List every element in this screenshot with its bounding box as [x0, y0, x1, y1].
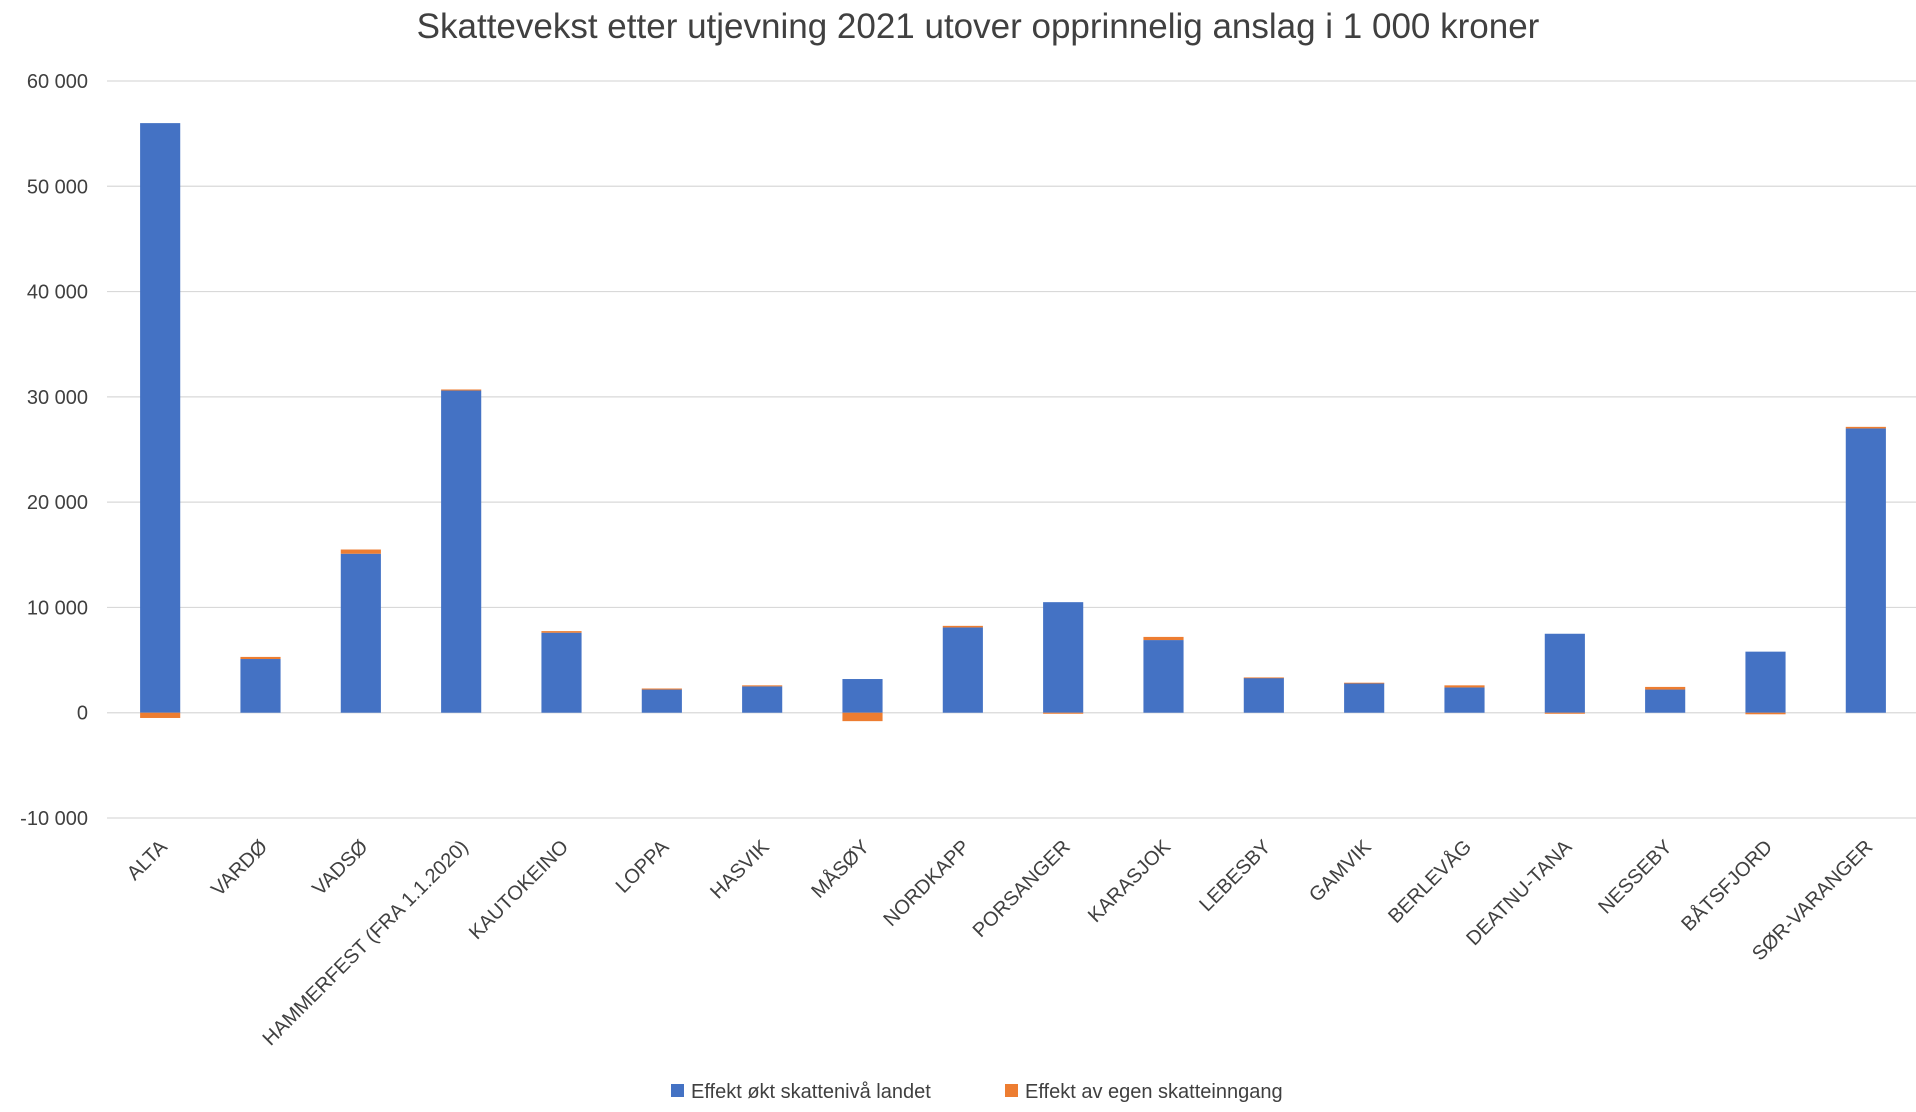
bar-egen-11 [1243, 677, 1284, 679]
y-tick-label: -10 000 [20, 808, 88, 830]
bar-landet-7 [842, 679, 883, 713]
x-tick-label: DEATNU-TANA [1462, 836, 1576, 950]
bar-landet-6 [742, 686, 783, 713]
x-tick-label: HASVIK [706, 836, 774, 904]
bar-egen-14 [1544, 712, 1585, 714]
bar-landet-5 [641, 689, 682, 713]
bar-landet-3 [441, 390, 482, 713]
bar-egen-0 [140, 712, 181, 718]
legend: Effekt økt skattenivå landet Effekt av eg… [671, 1081, 1283, 1103]
y-axis-tick-labels: -10 000 0 10 000 20 000 30 000 40 000 50 000 60… [20, 71, 88, 830]
bar-landet-2 [340, 553, 381, 713]
bar-egen-1 [240, 656, 281, 660]
bars [140, 123, 1886, 722]
x-tick-label: NESSEBY [1594, 836, 1676, 918]
x-tick-label: ALTA [123, 836, 172, 885]
bar-landet-0 [140, 123, 181, 713]
bar-egen-10 [1143, 636, 1184, 641]
bar-egen-13 [1444, 685, 1485, 688]
bar-egen-5 [641, 688, 682, 690]
chart-title: Skattevekst etter utjevning 2021 utover … [417, 7, 1540, 46]
bar-egen-17 [1845, 426, 1886, 429]
y-tick-label: 0 [77, 703, 88, 725]
x-tick-label: GAMVIK [1305, 836, 1376, 907]
y-tick-label: 30 000 [27, 387, 88, 409]
gridlines [107, 80, 1916, 819]
bar-egen-7 [842, 712, 883, 722]
y-tick-label: 60 000 [27, 71, 88, 93]
bar-landet-13 [1444, 687, 1485, 713]
legend-swatch [671, 1084, 684, 1097]
bar-landet-17 [1845, 428, 1886, 713]
x-tick-label: VARDØ [207, 836, 272, 901]
bar-egen-8 [942, 625, 983, 628]
x-tick-label: KARASJOK [1084, 836, 1175, 927]
y-tick-label: 10 000 [27, 597, 88, 619]
bar-egen-16 [1745, 712, 1786, 715]
x-tick-label: LEBESBY [1195, 836, 1275, 916]
bar-landet-4 [541, 632, 582, 713]
bar-landet-1 [240, 659, 281, 713]
x-tick-label: VADSØ [308, 836, 372, 900]
bar-landet-11 [1243, 677, 1284, 713]
bar-egen-6 [742, 685, 783, 687]
x-tick-label: LOPPA [612, 836, 674, 898]
bar-landet-9 [1043, 602, 1084, 713]
bar-landet-12 [1344, 683, 1385, 713]
bar-landet-8 [942, 627, 983, 713]
x-tick-label: BÅTSFJORD [1677, 835, 1777, 935]
bar-landet-10 [1143, 640, 1184, 713]
bar-egen-4 [541, 631, 582, 633]
legend-label: Effekt økt skattenivå landet [691, 1081, 931, 1103]
bar-egen-9 [1043, 712, 1084, 714]
bar-landet-15 [1645, 689, 1686, 713]
bar-egen-15 [1645, 686, 1686, 690]
x-tick-label: HAMMERFEST (FRA 1.1.2020) [259, 836, 473, 1050]
legend-swatch [1005, 1084, 1018, 1097]
y-tick-label: 50 000 [27, 176, 88, 198]
bar-egen-12 [1344, 682, 1385, 684]
x-tick-label: NORDKAPP [879, 836, 974, 931]
bar-landet-14 [1544, 633, 1585, 713]
y-tick-label: 20 000 [27, 492, 88, 514]
x-tick-label: KAUTOKEINO [465, 836, 573, 944]
legend-label: Effekt av egen skatteinngang [1025, 1081, 1283, 1103]
y-tick-label: 40 000 [27, 282, 88, 304]
bar-landet-16 [1745, 651, 1786, 713]
x-tick-label: PORSANGER [969, 836, 1075, 942]
bar-egen-3 [441, 389, 482, 391]
x-tick-label: BERLEVÅG [1384, 835, 1477, 928]
bar-egen-2 [340, 549, 381, 554]
x-tick-label: MÅSØY [807, 835, 874, 902]
